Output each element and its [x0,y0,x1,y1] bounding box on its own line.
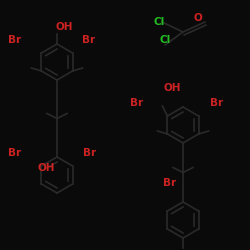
Text: Br: Br [210,98,223,108]
Text: Br: Br [130,98,143,108]
Text: Br: Br [82,35,95,45]
Text: Br: Br [83,148,96,158]
Text: Br: Br [8,148,21,158]
Text: OH: OH [38,163,56,173]
Text: OH: OH [55,22,72,32]
Text: Br: Br [8,35,21,45]
Text: OH: OH [163,83,180,93]
Text: Br: Br [163,178,176,188]
Text: Cl: Cl [153,17,164,27]
Text: O: O [193,13,202,23]
Text: Cl: Cl [160,35,171,45]
